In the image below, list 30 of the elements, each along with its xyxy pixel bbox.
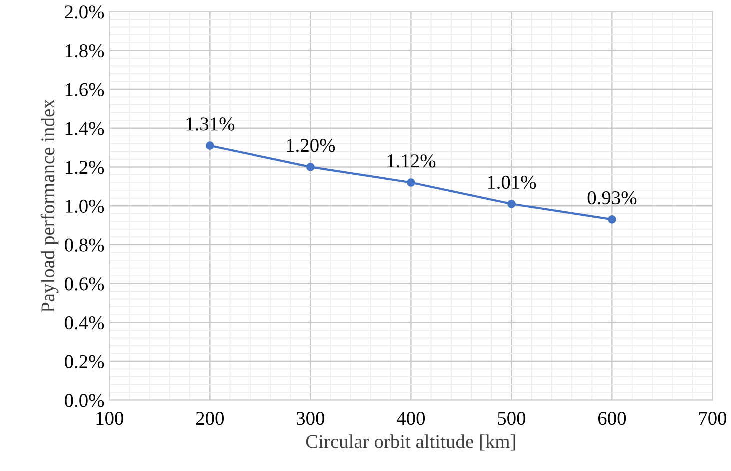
point [407, 178, 416, 187]
y-tick-label: 1.4% [66, 122, 104, 136]
y-tick-label: 2.0% [65, 6, 104, 19]
data-label: 1.12% [388, 154, 436, 168]
y-tick-label: 1.8% [66, 44, 104, 58]
data-label: 1.20% [287, 139, 336, 152]
x-axis-title: Circular orbit altitude [km] [306, 434, 516, 451]
y-tick-label: 0.4% [65, 316, 104, 330]
data-label: 1.01% [488, 176, 536, 190]
x-tick-label: 700 [699, 412, 727, 426]
point [206, 142, 214, 150]
x-tick-label: 400 [396, 412, 426, 426]
point [306, 163, 315, 172]
x-tick-label: 300 [297, 412, 325, 426]
y-tick-label: 0.0% [65, 394, 104, 408]
y-tick-label: 1.2% [66, 161, 104, 174]
data-label: 1.31% [186, 118, 235, 131]
data-label: 0.93% [588, 191, 637, 205]
y-tick-label: 1.0% [66, 200, 104, 214]
y-tick-label: 0.2% [65, 355, 104, 369]
x-tick-label: 500 [498, 412, 526, 426]
x-tick-label: 200 [196, 412, 224, 426]
y-tick-label: 0.6% [65, 278, 104, 291]
point [508, 200, 516, 208]
point [608, 215, 616, 224]
y-axis-title: Payload performance index [40, 99, 59, 312]
x-tick-label: 600 [598, 412, 626, 426]
y-tick-label: 1.6% [66, 83, 104, 97]
y-tick-label: 0.8% [65, 238, 104, 252]
x-tick-label: 100 [96, 412, 124, 426]
